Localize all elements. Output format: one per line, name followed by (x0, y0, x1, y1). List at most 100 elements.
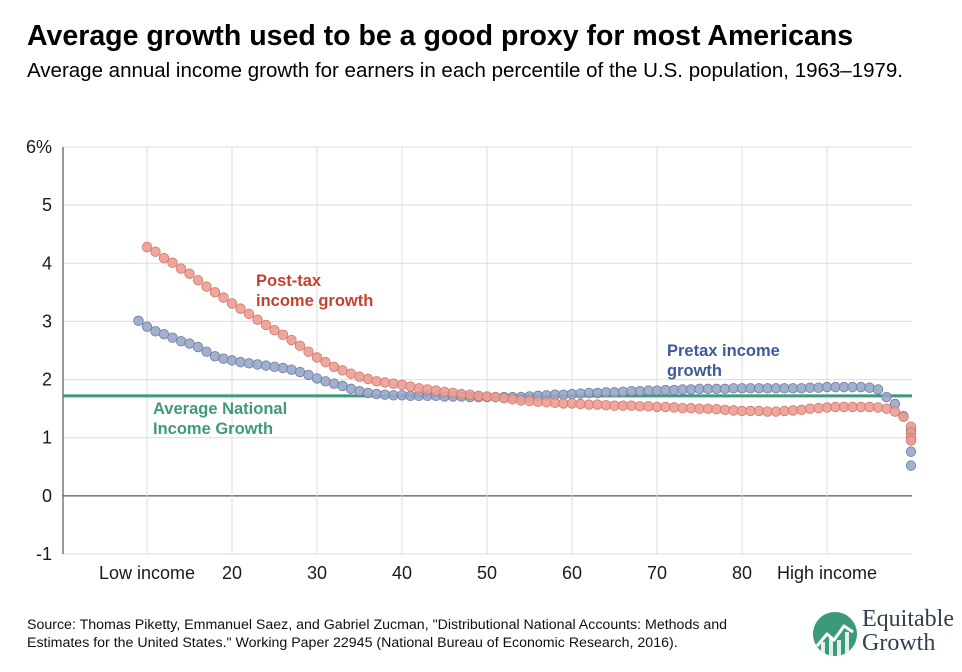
posttax-point (796, 404, 807, 416)
growth-chart-icon (813, 612, 857, 656)
pretax-point (209, 351, 221, 362)
pretax-label-line2: growth (667, 362, 722, 380)
average-label-line2: Income Growth (153, 420, 273, 438)
pretax-point (872, 384, 884, 395)
posttax-point (413, 383, 425, 394)
posttax-point (260, 319, 272, 331)
y-tick-label: -1 (36, 544, 52, 564)
posttax-point (269, 324, 280, 336)
pretax-point (252, 359, 263, 370)
posttax-point (396, 379, 408, 391)
posttax-point (371, 376, 382, 387)
posttax-point (872, 402, 884, 413)
pretax-point (218, 353, 229, 364)
x-tick-label: 60 (562, 563, 582, 583)
posttax-point (294, 340, 306, 352)
x-tick-label: High income (777, 563, 877, 583)
pretax-point (881, 391, 892, 403)
pretax-point (243, 358, 255, 369)
y-tick-label: 3 (42, 311, 52, 331)
y-tick-label: 6% (26, 137, 52, 157)
x-tick-label: 40 (392, 563, 412, 583)
pretax-point (201, 346, 212, 357)
posttax-point (209, 287, 221, 298)
pretax-series (133, 315, 917, 471)
source-note: Source: Thomas Piketty, Emmanuel Saez, a… (27, 617, 728, 651)
y-tick-label: 1 (42, 428, 52, 448)
y-tick-label: 5 (42, 195, 52, 215)
pretax-point (260, 360, 272, 371)
posttax-label-line2: income growth (256, 292, 373, 310)
posttax-point (405, 381, 416, 392)
x-tick-label: 20 (222, 563, 242, 583)
pretax-point (235, 356, 246, 368)
chart-title: Average growth used to be a good proxy f… (27, 20, 854, 52)
posttax-point (286, 334, 297, 346)
pretax-point (354, 386, 365, 397)
pretax-point (175, 335, 187, 347)
posttax-point (201, 281, 212, 292)
posttax-point (175, 263, 187, 274)
grid-layer: -1 0 1 2 3 4 5 6% Low income 20 30 40 50 60 70 80 High i… (26, 137, 912, 583)
posttax-point (277, 329, 289, 341)
posttax-point (167, 257, 178, 268)
posttax-point (430, 385, 442, 396)
pretax-point (864, 382, 875, 393)
pretax-point (192, 341, 204, 353)
posttax-point (192, 274, 204, 286)
pretax-point (141, 321, 153, 332)
posttax-point (320, 356, 331, 368)
posttax-point (226, 298, 238, 309)
posttax-point (141, 241, 153, 253)
posttax-point (464, 389, 476, 400)
posttax-point (439, 386, 450, 397)
posttax-point (243, 308, 255, 320)
y-tick-label: 0 (42, 486, 52, 506)
posttax-point (158, 252, 170, 264)
x-tick-label: Low income (99, 563, 195, 583)
posttax-point (498, 392, 510, 404)
posttax-point (447, 387, 459, 399)
posttax-point (379, 377, 391, 388)
pretax-point (905, 446, 917, 457)
y-tick-label: 4 (42, 253, 52, 273)
pretax-point (905, 460, 917, 471)
posttax-point (362, 373, 374, 385)
posttax-point (150, 246, 161, 257)
chart-subtitle: Average annual income growth for earners… (27, 59, 904, 82)
pretax-point (328, 378, 340, 389)
posttax-label-line1: Post-tax (256, 272, 322, 290)
posttax-point (898, 411, 909, 422)
y-tick-label: 2 (42, 370, 52, 390)
posttax-point (303, 346, 314, 357)
posttax-point (905, 435, 917, 446)
pretax-point (286, 364, 297, 375)
posttax-point (311, 352, 323, 363)
posttax-point (235, 303, 246, 314)
logo-text: Equitable Growth (862, 607, 954, 655)
posttax-point (252, 314, 263, 325)
posttax-point (218, 292, 229, 303)
logo-text-line2: Growth (862, 630, 936, 656)
posttax-series (141, 241, 917, 446)
posttax-point (388, 378, 399, 389)
pretax-point (226, 355, 238, 366)
posttax-point (422, 384, 433, 395)
pretax-point (269, 361, 280, 372)
pretax-point (345, 383, 357, 395)
average-label-line1: Average National (153, 400, 287, 418)
x-tick-label: 50 (477, 563, 497, 583)
x-tick-label: 70 (647, 563, 667, 583)
x-tick-label: 30 (307, 563, 327, 583)
posttax-point (354, 371, 365, 382)
pretax-point (320, 376, 331, 387)
posttax-point (889, 406, 901, 417)
posttax-point (490, 391, 501, 403)
pretax-label-line1: Pretax income (667, 342, 780, 360)
x-tick-label: 80 (732, 563, 752, 583)
equitable-growth-logo: Equitable Growth (808, 603, 958, 663)
logo-text-line1: Equitable (862, 606, 954, 632)
posttax-point (507, 394, 518, 405)
pretax-point (362, 387, 374, 399)
